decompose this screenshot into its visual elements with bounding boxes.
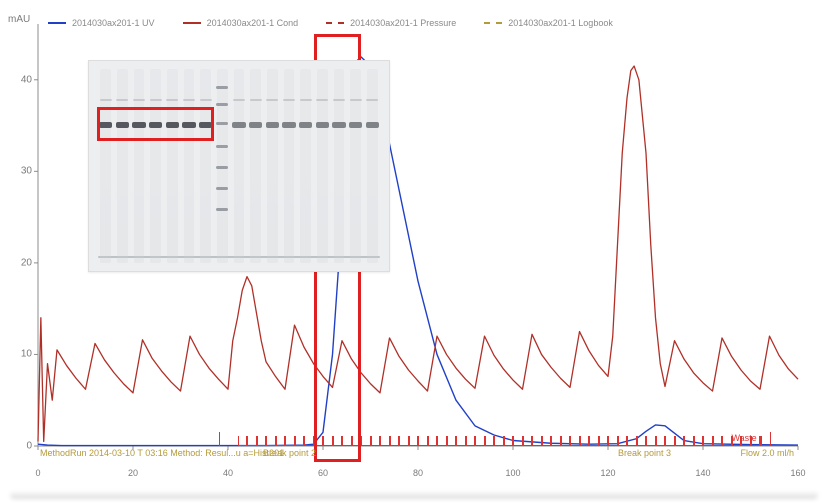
- x-tick-label: 80: [413, 468, 423, 478]
- plot-area: mAU 2014030ax201-1 UV2014030ax201-1 Cond…: [38, 20, 798, 480]
- chromatogram-figure: mAU 2014030ax201-1 UV2014030ax201-1 Cond…: [0, 0, 828, 503]
- x-tick-label: 160: [790, 468, 805, 478]
- y-tick-label: 30: [21, 166, 32, 177]
- x-tick-label: 20: [128, 468, 138, 478]
- x-tick-label: 140: [695, 468, 710, 478]
- y-tick-label: 0: [26, 441, 32, 452]
- footer-method-text: MethodRun 2014-03-10 T 03:16 Method: Res…: [40, 448, 284, 458]
- y-tick-label: 10: [21, 349, 32, 360]
- x-tick-label: 40: [223, 468, 233, 478]
- y-tick-label: 40: [21, 74, 32, 85]
- footer-breakpoint-2: Break point 2: [263, 448, 316, 458]
- y-axis-unit: mAU: [8, 14, 30, 25]
- x-tick-label: 120: [600, 468, 615, 478]
- footer-breakpoint-3: Break point 3: [618, 448, 671, 458]
- figure-shadow: [10, 491, 818, 499]
- footer-flow-text: Flow 2.0 ml/h: [740, 448, 794, 458]
- x-tick-label: 100: [505, 468, 520, 478]
- y-tick-label: 20: [21, 257, 32, 268]
- gel-inset-image: [88, 60, 390, 272]
- x-tick-label: 60: [318, 468, 328, 478]
- x-tick-label: 0: [35, 468, 40, 478]
